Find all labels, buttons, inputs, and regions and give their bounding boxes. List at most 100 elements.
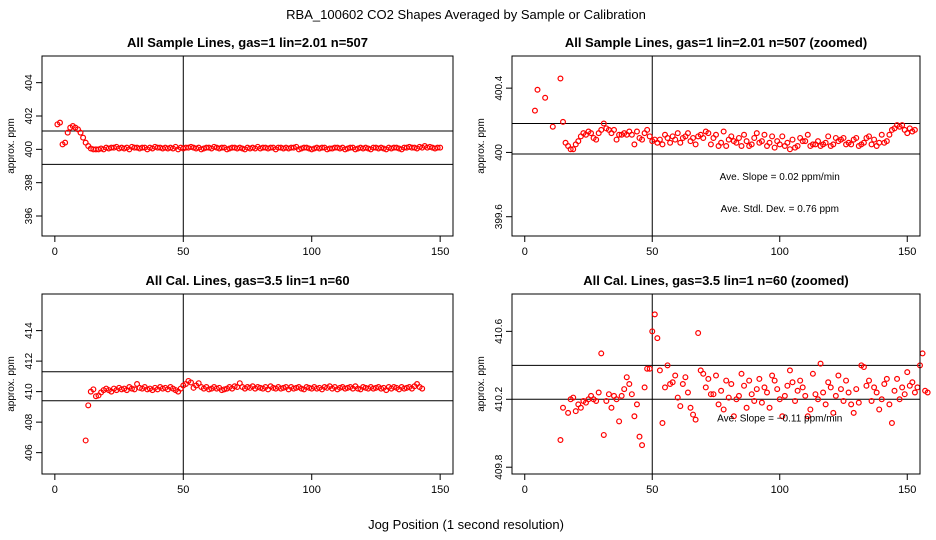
data-point	[342, 385, 349, 392]
data-point	[746, 377, 753, 384]
data-point	[891, 387, 898, 394]
data-point	[593, 397, 600, 404]
data-point	[280, 384, 287, 391]
plot-frame	[511, 293, 921, 475]
data-point	[822, 401, 829, 408]
data-point	[633, 128, 640, 135]
y-tick-label: 400.4	[494, 75, 505, 100]
panel-title: All Sample Lines, gas=1 lin=2.01 n=507	[127, 35, 368, 50]
y-tick-label: 400	[494, 144, 505, 161]
data-point	[792, 397, 799, 404]
data-point	[559, 118, 566, 125]
data-point	[636, 433, 643, 440]
data-point	[761, 384, 768, 391]
data-point	[593, 136, 600, 143]
chart-panel-4: All Cal. Lines, gas=3.5 lin=1 n=60 (zoom…	[476, 273, 931, 496]
data-point	[881, 381, 888, 388]
data-point	[886, 131, 893, 138]
data-point	[633, 401, 640, 408]
data-point	[656, 367, 663, 374]
x-tick-label: 100	[303, 484, 321, 496]
data-point	[763, 389, 770, 396]
data-point	[644, 365, 651, 372]
data-point	[631, 141, 638, 148]
y-tick-label: 412	[24, 352, 35, 369]
data-point	[687, 404, 694, 411]
data-point	[707, 141, 714, 148]
data-point	[82, 437, 89, 444]
data-point	[626, 381, 633, 388]
data-point	[616, 418, 623, 425]
data-point	[77, 129, 84, 136]
data-point	[692, 141, 699, 148]
data-point	[639, 136, 646, 143]
data-point	[654, 335, 661, 342]
data-point	[570, 146, 577, 153]
data-point	[758, 138, 765, 145]
data-point	[848, 141, 855, 148]
data-point	[628, 391, 635, 398]
x-tick-label: 150	[431, 484, 449, 496]
data-point	[720, 128, 727, 135]
data-point	[542, 94, 549, 101]
y-tick-label: 408	[24, 413, 35, 430]
chart-panel-1: All Sample Lines, gas=1 lin=2.01 n=507 ap…	[6, 35, 454, 258]
data-point	[557, 75, 564, 82]
data-point	[832, 392, 839, 399]
data-point	[820, 389, 827, 396]
data-point	[426, 143, 433, 150]
data-point	[924, 389, 931, 396]
data-point	[187, 143, 194, 150]
panel-title: All Cal. Lines, gas=3.5 lin=1 n=60 (zoom…	[583, 273, 849, 288]
data-point	[684, 130, 691, 137]
data-point	[771, 377, 778, 384]
data-point	[679, 381, 686, 388]
data-point	[218, 387, 225, 394]
data-point	[605, 391, 612, 398]
data-point	[888, 420, 895, 427]
data-point	[850, 409, 857, 416]
y-axis-label: approx. ppm	[476, 356, 487, 412]
data-point	[807, 406, 814, 413]
data-point	[236, 144, 243, 151]
y-tick-label: 396	[24, 207, 35, 224]
data-point	[804, 413, 811, 420]
data-point	[804, 131, 811, 138]
data-point	[213, 385, 220, 392]
data-point	[769, 372, 776, 379]
data-point	[598, 126, 605, 133]
data-point	[748, 391, 755, 398]
data-point	[899, 384, 906, 391]
data-point	[855, 399, 862, 406]
data-point	[298, 385, 305, 392]
data-point	[419, 385, 426, 392]
data-point	[735, 392, 742, 399]
panels: All Sample Lines, gas=1 lin=2.01 n=507 ap…	[6, 35, 931, 496]
data-point	[565, 409, 572, 416]
data-point	[845, 389, 852, 396]
data-point	[799, 384, 806, 391]
data-point	[92, 393, 99, 400]
data-point	[646, 365, 653, 372]
data-point	[789, 379, 796, 386]
data-point	[618, 392, 625, 399]
data-point	[758, 399, 765, 406]
data-point	[904, 130, 911, 137]
data-point	[651, 311, 658, 318]
data-point	[840, 134, 847, 141]
data-point	[878, 131, 885, 138]
data-point	[723, 377, 730, 384]
x-tick-label: 150	[431, 246, 449, 258]
data-point	[720, 406, 727, 413]
data-point	[659, 420, 666, 427]
data-point	[776, 141, 783, 148]
data-point	[718, 139, 725, 146]
data-point	[664, 134, 671, 141]
x-tick-label: 50	[646, 484, 658, 496]
data-point	[613, 136, 620, 143]
data-point	[80, 134, 87, 141]
x-tick-label: 50	[177, 484, 189, 496]
data-point	[90, 386, 97, 393]
data-point	[705, 375, 712, 382]
data-point	[914, 384, 921, 391]
